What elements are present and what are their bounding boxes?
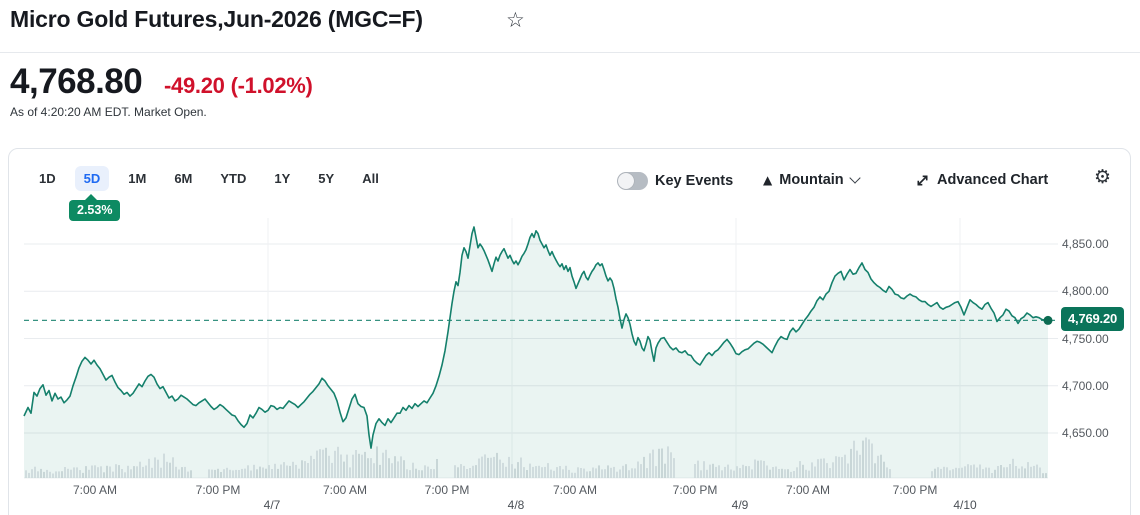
y-axis-label: 4,750.00 xyxy=(1062,332,1109,346)
range-tab-6m[interactable]: 6M xyxy=(165,166,201,191)
quote-timestamp: As of 4:20:20 AM EDT. Market Open. xyxy=(10,105,207,119)
x-axis-date-label: 4/10 xyxy=(953,498,977,512)
range-change-tooltip: 2.53% xyxy=(69,194,121,221)
x-axis-time-label: 7:00 PM xyxy=(424,483,470,497)
change-percent: (-1.02%) xyxy=(230,73,313,98)
x-axis-time-label: 7:00 AM xyxy=(72,483,118,497)
range-tab-all[interactable]: All xyxy=(353,166,388,191)
last-price: 4,768.80 xyxy=(10,62,143,101)
key-events-toggle[interactable] xyxy=(617,172,648,190)
x-axis-date-label: 4/9 xyxy=(731,498,749,512)
mountain-icon: ▲ xyxy=(763,173,773,187)
chart-type-dropdown[interactable]: ▲ Mountain xyxy=(763,172,861,188)
range-tab-5d[interactable]: 5D xyxy=(74,166,110,191)
x-axis-time-label: 7:00 PM xyxy=(672,483,718,497)
y-axis-label: 4,850.00 xyxy=(1062,237,1109,251)
y-axis-label: 4,650.00 xyxy=(1062,426,1109,440)
change-value: -49.20 xyxy=(164,73,225,98)
x-axis-time-label: 7:00 PM xyxy=(892,483,938,497)
x-axis-time-label: 7:00 PM xyxy=(195,483,241,497)
advanced-chart-label: Advanced Chart xyxy=(937,172,1049,188)
star-icon[interactable]: ☆ xyxy=(506,8,525,32)
x-axis-time-label: 7:00 AM xyxy=(552,483,598,497)
x-axis-time-label: 7:00 AM xyxy=(322,483,368,497)
key-events-label: Key Events xyxy=(655,173,734,189)
range-tab-1d[interactable]: 1D xyxy=(30,166,65,191)
settings-gear-icon[interactable]: ⚙ xyxy=(1094,166,1112,188)
toggle-knob xyxy=(618,173,634,189)
x-axis-time-label: 7:00 AM xyxy=(785,483,831,497)
chart-type-label: Mountain xyxy=(779,172,844,188)
range-tab-5y[interactable]: 5Y xyxy=(309,166,343,191)
y-axis-label: 4,700.00 xyxy=(1062,379,1109,393)
x-axis-date-label: 4/8 xyxy=(507,498,525,512)
chevron-down-icon xyxy=(849,172,861,184)
expand-icon xyxy=(917,174,928,186)
range-tab-ytd[interactable]: YTD xyxy=(211,166,255,191)
price-change: -49.20 (-1.02%) xyxy=(164,73,319,99)
page-title: Micro Gold Futures,Jun-2026 (MGC=F) xyxy=(10,6,423,32)
y-axis-label: 4,800.00 xyxy=(1062,284,1109,298)
range-tab-1y[interactable]: 1Y xyxy=(265,166,299,191)
range-tabs: 1D 5D 1M 6M YTD 1Y 5Y All xyxy=(30,166,388,191)
range-tab-1m[interactable]: 1M xyxy=(119,166,155,191)
x-axis-date-label: 4/7 xyxy=(263,498,281,512)
advanced-chart-button[interactable]: Advanced Chart xyxy=(915,172,1048,188)
last-price-badge: 4,769.20 xyxy=(1061,307,1125,331)
header-divider xyxy=(0,52,1140,53)
chart-plot-area[interactable] xyxy=(24,215,1048,478)
